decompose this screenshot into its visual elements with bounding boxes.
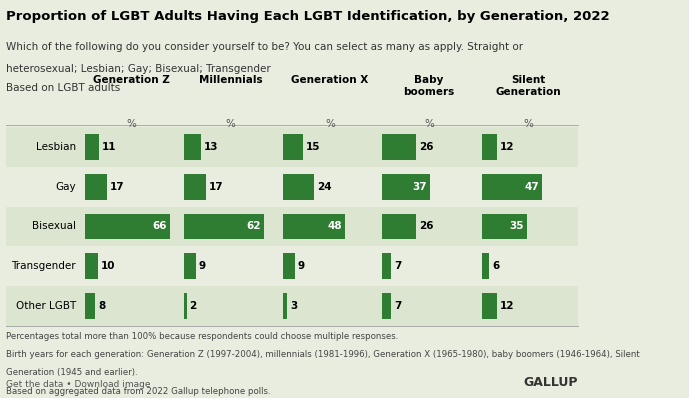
Text: 6: 6 <box>493 261 500 271</box>
Text: 9: 9 <box>298 261 305 271</box>
Text: 9: 9 <box>198 261 205 271</box>
Text: Generation (1945 and earlier).: Generation (1945 and earlier). <box>6 368 138 377</box>
Text: Lesbian: Lesbian <box>36 142 76 152</box>
FancyBboxPatch shape <box>85 293 95 319</box>
FancyBboxPatch shape <box>6 286 578 326</box>
FancyBboxPatch shape <box>283 134 302 160</box>
Text: 35: 35 <box>510 221 524 232</box>
Text: 37: 37 <box>413 182 427 192</box>
FancyBboxPatch shape <box>6 167 578 207</box>
FancyBboxPatch shape <box>382 293 391 319</box>
Text: %: % <box>325 119 335 129</box>
Text: 13: 13 <box>204 142 218 152</box>
Text: 17: 17 <box>110 182 124 192</box>
FancyBboxPatch shape <box>283 293 287 319</box>
Text: 15: 15 <box>305 142 320 152</box>
FancyBboxPatch shape <box>85 134 99 160</box>
FancyBboxPatch shape <box>85 174 107 200</box>
FancyBboxPatch shape <box>382 253 391 279</box>
FancyBboxPatch shape <box>482 293 497 319</box>
Text: Millennials: Millennials <box>199 76 263 86</box>
Text: %: % <box>226 119 236 129</box>
FancyBboxPatch shape <box>482 174 542 200</box>
Text: 3: 3 <box>290 301 297 311</box>
Text: 24: 24 <box>317 182 332 192</box>
Text: 11: 11 <box>102 142 116 152</box>
Text: Proportion of LGBT Adults Having Each LGBT Identification, by Generation, 2022: Proportion of LGBT Adults Having Each LG… <box>6 10 610 23</box>
Text: %: % <box>127 119 136 129</box>
Text: Bisexual: Bisexual <box>32 221 76 232</box>
Text: GALLUP: GALLUP <box>524 376 578 388</box>
FancyBboxPatch shape <box>85 253 98 279</box>
Text: Gay: Gay <box>55 182 76 192</box>
Text: Silent
Generation: Silent Generation <box>495 76 562 97</box>
Text: 8: 8 <box>98 301 105 311</box>
FancyBboxPatch shape <box>482 214 527 239</box>
FancyBboxPatch shape <box>6 127 578 167</box>
Text: 48: 48 <box>328 221 342 232</box>
Text: 66: 66 <box>152 221 167 232</box>
Text: heterosexual; Lesbian; Gay; Bisexual; Transgender: heterosexual; Lesbian; Gay; Bisexual; Tr… <box>6 64 271 74</box>
Text: Other LGBT: Other LGBT <box>16 301 76 311</box>
Text: Based on LGBT adults: Based on LGBT adults <box>6 84 120 94</box>
Text: Transgender: Transgender <box>11 261 76 271</box>
Text: 2: 2 <box>189 301 196 311</box>
Text: Baby
boomers: Baby boomers <box>404 76 455 97</box>
Text: Get the data • Download image: Get the data • Download image <box>6 380 150 388</box>
Text: %: % <box>424 119 434 129</box>
Text: Birth years for each generation: Generation Z (1997-2004), millennials (1981-199: Birth years for each generation: Generat… <box>6 350 639 359</box>
Text: 12: 12 <box>500 301 515 311</box>
FancyBboxPatch shape <box>6 207 578 246</box>
FancyBboxPatch shape <box>382 214 416 239</box>
FancyBboxPatch shape <box>184 293 187 319</box>
Text: 12: 12 <box>500 142 515 152</box>
FancyBboxPatch shape <box>482 253 489 279</box>
Text: Generation Z: Generation Z <box>93 76 169 86</box>
FancyBboxPatch shape <box>6 246 578 286</box>
FancyBboxPatch shape <box>184 134 200 160</box>
Text: Percentages total more than 100% because respondents could choose multiple respo: Percentages total more than 100% because… <box>6 332 398 341</box>
Text: 7: 7 <box>394 261 402 271</box>
FancyBboxPatch shape <box>283 174 314 200</box>
Text: Generation X: Generation X <box>291 76 369 86</box>
FancyBboxPatch shape <box>382 134 416 160</box>
Text: Which of the following do you consider yourself to be? You can select as many as: Which of the following do you consider y… <box>6 42 523 52</box>
Text: Based on aggregated data from 2022 Gallup telephone polls.: Based on aggregated data from 2022 Gallu… <box>6 386 271 396</box>
FancyBboxPatch shape <box>184 174 206 200</box>
Text: 47: 47 <box>525 182 539 192</box>
Text: 7: 7 <box>394 301 402 311</box>
FancyBboxPatch shape <box>283 214 345 239</box>
Text: 17: 17 <box>209 182 223 192</box>
FancyBboxPatch shape <box>283 253 295 279</box>
Text: 10: 10 <box>101 261 115 271</box>
FancyBboxPatch shape <box>85 214 170 239</box>
FancyBboxPatch shape <box>184 214 264 239</box>
Text: 26: 26 <box>419 221 433 232</box>
FancyBboxPatch shape <box>482 134 497 160</box>
FancyBboxPatch shape <box>382 174 431 200</box>
Text: %: % <box>524 119 533 129</box>
Text: 62: 62 <box>247 221 261 232</box>
FancyBboxPatch shape <box>184 253 196 279</box>
Text: 26: 26 <box>419 142 433 152</box>
